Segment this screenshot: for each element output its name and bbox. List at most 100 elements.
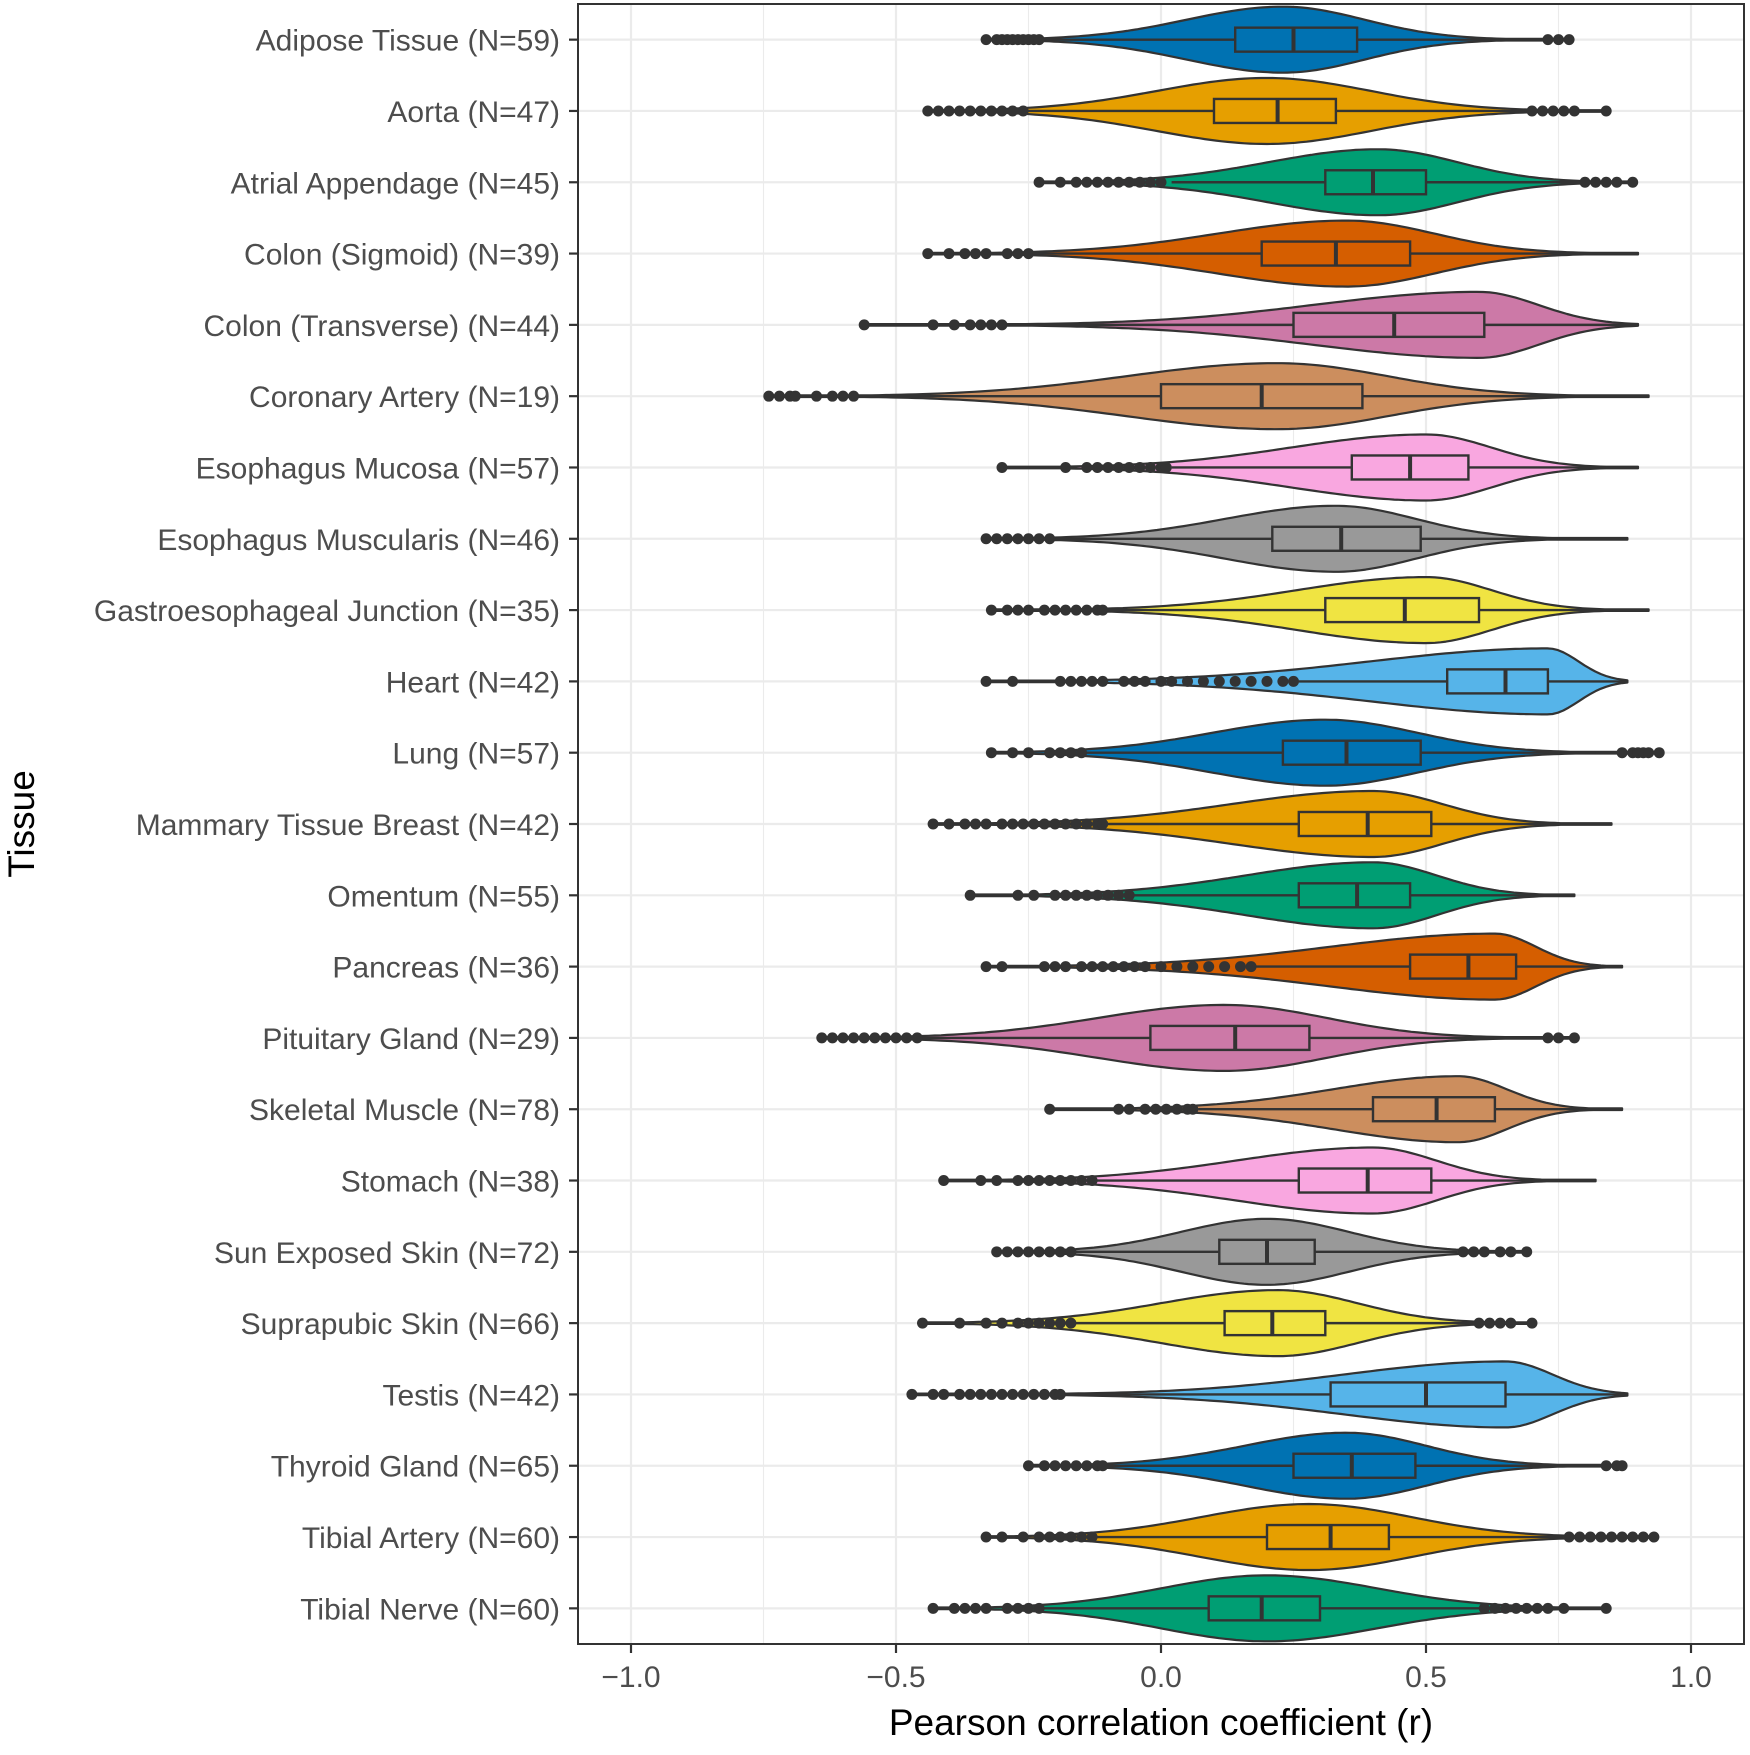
outlier-point: [789, 390, 801, 402]
outlier-point: [1139, 1103, 1151, 1115]
outlier-point: [1023, 1602, 1034, 1614]
outlier-point: [922, 248, 934, 260]
outlier-point: [1028, 818, 1040, 830]
outlier-point: [1081, 176, 1093, 188]
outlier-point: [811, 390, 822, 402]
outlier-point: [1160, 461, 1172, 473]
outlier-point: [1643, 747, 1655, 759]
outlier-point: [1012, 1175, 1024, 1187]
y-tick-label-coronary-artery-n-19: Coronary Artery (N=19): [249, 381, 560, 414]
outlier-point: [1065, 1531, 1077, 1543]
outlier-point: [1097, 818, 1109, 830]
y-tick-label-heart-n-42: Heart (N=42): [386, 666, 560, 699]
violin-lung-n-57: [985, 718, 1665, 787]
outlier-point: [1044, 533, 1056, 545]
outlier-point: [1017, 105, 1029, 117]
outlier-point: [1542, 1032, 1554, 1044]
outlier-point: [1033, 1531, 1045, 1543]
outlier-point: [1245, 675, 1257, 687]
outlier-point: [1086, 1531, 1098, 1543]
violin-testis-n-42: [906, 1360, 1629, 1429]
y-tick-label-colon-transverse-n-44: Colon (Transverse) (N=44): [204, 310, 561, 343]
outlier-point: [1558, 105, 1570, 117]
outlier-point: [1028, 1388, 1040, 1400]
outlier-point: [1171, 1103, 1183, 1115]
outlier-point: [1139, 675, 1151, 687]
y-tick-label-thyroid-gland-n-65: Thyroid Gland (N=65): [271, 1451, 560, 1484]
outlier-point: [996, 319, 1008, 331]
outlier-point: [858, 319, 870, 331]
outlier-point: [848, 1032, 860, 1044]
violins: [763, 5, 1665, 1643]
outlier-point: [948, 1602, 960, 1614]
outlier-point: [1007, 747, 1019, 759]
outlier-point: [1584, 1531, 1596, 1543]
outlier-point: [1086, 675, 1098, 687]
outlier-point: [927, 818, 939, 830]
outlier-point: [1526, 1317, 1538, 1329]
outlier-point: [948, 319, 960, 331]
outlier-point: [1494, 1246, 1506, 1258]
outlier-point: [1155, 176, 1167, 188]
outlier-point: [927, 319, 939, 331]
outlier-point: [1017, 818, 1029, 830]
outlier-point: [1537, 105, 1549, 117]
x-tick-label: −0.5: [866, 1661, 925, 1694]
outlier-point: [996, 961, 1008, 973]
outlier-point: [1065, 1175, 1077, 1187]
outlier-point: [1007, 818, 1019, 830]
axes: −1.0 −0.5 0.0 0.5 1.0 Adipose Tissue (N=59) Ao…: [94, 25, 1712, 1694]
y-tick-label-tibial-nerve-n-60: Tibial Nerve (N=60): [300, 1593, 560, 1626]
violin-mammary-tissue-breast-n-42: [927, 789, 1613, 859]
outlier-point: [1107, 961, 1119, 973]
outlier-point: [975, 1175, 987, 1187]
outlier-point: [1049, 889, 1061, 901]
outlier-point: [816, 1032, 828, 1044]
y-tick-label-suprapubic-skin-n-66: Suprapubic Skin (N=66): [241, 1308, 560, 1341]
y-tick-label-colon-sigmoid-n-39: Colon (Sigmoid) (N=39): [244, 239, 560, 272]
outlier-point: [980, 961, 992, 973]
outlier-point: [1076, 1175, 1087, 1187]
outlier-point: [970, 818, 981, 830]
outlier-point: [1012, 604, 1024, 616]
outlier-point: [1001, 1602, 1013, 1614]
outlier-point: [938, 1175, 950, 1187]
outlier-point: [1531, 1602, 1543, 1614]
y-tick-label-testis-n-42: Testis (N=42): [382, 1379, 560, 1412]
outlier-point: [964, 105, 976, 117]
outlier-point: [1017, 1531, 1029, 1543]
outlier-point: [1542, 34, 1554, 46]
iqr-box: [1445, 668, 1550, 695]
outlier-point: [1012, 1317, 1024, 1329]
outlier-point: [1038, 961, 1050, 973]
outlier-point: [1038, 818, 1050, 830]
outlier-point: [1091, 461, 1103, 473]
outlier-point: [1155, 961, 1167, 973]
outlier-point: [858, 1032, 870, 1044]
y-tick-label-pancreas-n-36: Pancreas (N=36): [332, 952, 560, 985]
outlier-point: [1203, 961, 1215, 973]
outlier-point: [1547, 105, 1559, 117]
outlier-point: [1049, 1460, 1061, 1472]
iqr-box: [1292, 1452, 1417, 1479]
outlier-point: [1097, 1460, 1109, 1472]
outlier-point: [1054, 1531, 1066, 1543]
x-tick-label: −1.0: [601, 1661, 660, 1694]
outlier-point: [1007, 675, 1019, 687]
outlier-point: [1102, 889, 1114, 901]
outlier-point: [1086, 961, 1098, 973]
violin-esophagus-mucosa-n-57: [996, 433, 1640, 502]
outlier-point: [1553, 34, 1564, 46]
outlier-point: [1521, 1602, 1533, 1614]
outlier-point: [1595, 1531, 1607, 1543]
y-tick-label-sun-exposed-skin-n-72: Sun Exposed Skin (N=72): [214, 1237, 560, 1270]
outlier-point: [1065, 1317, 1077, 1329]
outlier-point: [1129, 675, 1140, 687]
outlier-point: [959, 248, 971, 260]
outlier-point: [1600, 176, 1612, 188]
y-tick-label-lung-n-57: Lung (N=57): [392, 738, 560, 771]
outlier-point: [1054, 747, 1066, 759]
outlier-point: [1123, 1103, 1135, 1115]
outlier-point: [1012, 889, 1024, 901]
outlier-point: [1081, 818, 1093, 830]
